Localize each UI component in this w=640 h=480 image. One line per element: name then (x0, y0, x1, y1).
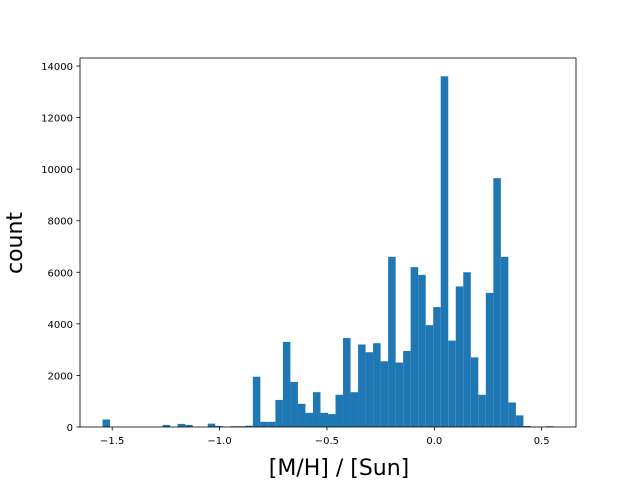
x-tick-label: 0.5 (534, 436, 550, 447)
bar (395, 362, 404, 427)
bar (335, 394, 344, 427)
bar (373, 343, 381, 427)
bar (102, 419, 111, 427)
bar (297, 403, 306, 427)
x-tick-label: −0.5 (315, 436, 339, 447)
bar (260, 421, 268, 427)
bar (448, 340, 456, 427)
bar (418, 274, 426, 427)
bar (267, 421, 276, 427)
bar (470, 357, 479, 427)
y-tick-label: 2000 (48, 371, 73, 382)
bar (508, 402, 516, 427)
y-tick-label: 14000 (41, 62, 73, 73)
bar (282, 341, 291, 427)
bar (410, 267, 419, 427)
bar (215, 425, 223, 427)
x-tick-label: 0.0 (426, 436, 442, 447)
bar (433, 307, 441, 427)
bar (440, 76, 449, 428)
bar (365, 352, 374, 427)
bar (380, 361, 389, 427)
bar (515, 415, 524, 427)
bar (455, 286, 464, 427)
y-tick-label: 0 (67, 423, 73, 434)
x-axis-label: [M/H] / [Sun] (269, 456, 410, 480)
bar (343, 338, 351, 427)
y-tick-label: 8000 (48, 217, 73, 228)
y-axis-label: count (3, 212, 28, 274)
x-tick-label: −1.5 (100, 436, 124, 447)
bar (245, 425, 253, 427)
y-tick-label: 4000 (48, 320, 73, 331)
bar (493, 178, 501, 427)
bar (320, 412, 328, 427)
x-tick-label: −1.0 (207, 436, 231, 447)
y-tick-label: 12000 (41, 114, 73, 125)
bar (500, 256, 509, 427)
y-tick-label: 10000 (41, 165, 73, 176)
bar (177, 423, 186, 427)
bar (403, 350, 411, 427)
bar (425, 325, 434, 427)
bar (290, 381, 298, 427)
plot-frame (79, 57, 577, 428)
bar (252, 376, 261, 427)
bar (388, 256, 396, 427)
bar (463, 272, 471, 427)
bar (478, 394, 486, 427)
bar (328, 414, 336, 427)
bar (350, 392, 359, 427)
bar (358, 344, 366, 427)
bar (185, 424, 193, 427)
bar (305, 412, 313, 427)
bar (485, 292, 494, 427)
bar (275, 399, 283, 427)
bar (523, 425, 531, 427)
bar (312, 392, 321, 427)
bar (162, 424, 171, 427)
y-tick-label: 6000 (48, 268, 73, 279)
bar (207, 423, 216, 427)
